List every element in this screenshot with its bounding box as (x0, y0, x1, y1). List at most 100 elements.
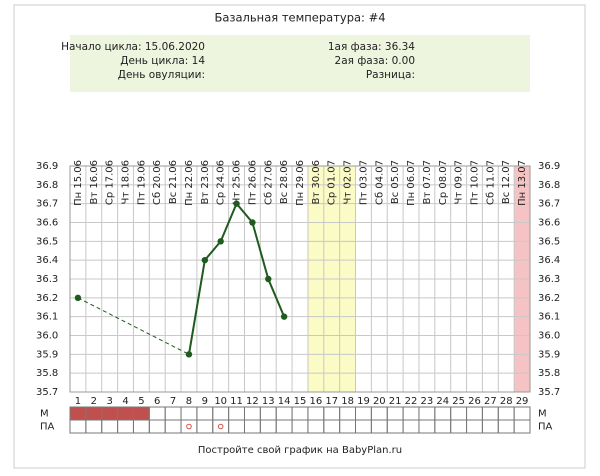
x-date-label: Ср 08.07 (438, 160, 449, 205)
day-number: 7 (170, 396, 176, 407)
day-number: 28 (500, 396, 513, 407)
day-number: 22 (405, 396, 418, 407)
day-number: 20 (373, 396, 386, 407)
row-label-right: ПА (538, 422, 553, 433)
row-cell (386, 419, 404, 434)
x-date-label: Чт 09.07 (454, 160, 465, 205)
row-cell (323, 419, 341, 434)
row-cell (481, 419, 499, 434)
x-date-label: Вт 16.06 (89, 160, 100, 205)
row-cell (450, 419, 468, 434)
x-date-label: Пт 26.06 (247, 160, 258, 205)
point (249, 219, 256, 226)
row-cell (148, 419, 166, 434)
day-number: 25 (452, 396, 465, 407)
row-cell (164, 406, 182, 421)
y-tick-label: 35.7 (36, 387, 58, 398)
day-number: 29 (516, 396, 529, 407)
row-cell (339, 406, 357, 421)
y-tick-label-right: 36.4 (538, 255, 560, 266)
y-tick-label-right: 36.6 (538, 218, 560, 229)
day-number: 17 (325, 396, 338, 407)
info: Начало цикла: 15.06.2020 (61, 41, 205, 53)
x-date-label: Вс 12.07 (501, 160, 512, 204)
y-tick-label-right: 36.0 (538, 331, 560, 342)
y-tick-label: 36.7 (36, 199, 58, 210)
x-date-label: Сб 04.07 (374, 160, 385, 205)
day-number: 23 (421, 396, 434, 407)
row-cell (243, 419, 261, 434)
x-date-label: Вт 07.07 (422, 160, 433, 205)
y-tick-label: 36.1 (36, 312, 58, 323)
row-cell (370, 419, 388, 434)
row-cell (434, 406, 452, 421)
row-cell (132, 419, 150, 434)
row-cell (307, 419, 325, 434)
row-cell (101, 419, 119, 434)
row-cell (307, 406, 325, 421)
day-number: 11 (230, 396, 243, 407)
row-cell (513, 406, 531, 421)
day-number: 4 (122, 396, 128, 407)
x-date-label: Вт 23.06 (200, 160, 211, 205)
day-number: 5 (138, 396, 144, 407)
m-cell (133, 407, 150, 420)
y-tick-label: 36.4 (36, 255, 58, 266)
x-date-label: Вс 21.06 (168, 160, 179, 204)
x-date-label: Пт 03.07 (358, 160, 369, 205)
y-tick-label: 36.8 (36, 180, 58, 191)
row-cell (418, 419, 436, 434)
row-cell (196, 419, 214, 434)
row-cell (117, 419, 134, 434)
y-tick-label: 36.3 (36, 274, 58, 285)
day-number: 2 (91, 396, 97, 407)
info: 1ая фаза: 36.34 (328, 41, 415, 53)
day-number: 15 (294, 396, 307, 407)
m-cell (117, 407, 134, 420)
plot-border (69, 165, 531, 393)
row-cell (466, 419, 483, 434)
day-number: 19 (357, 396, 370, 407)
footer: Постройте свой график на BabyPlan.ru (198, 445, 402, 456)
y-tick-label-right: 36.7 (538, 199, 560, 210)
y-tick-label-right: 36.3 (538, 274, 560, 285)
row-cell (259, 406, 277, 421)
row-cell (228, 419, 245, 434)
day-number: 13 (262, 396, 275, 407)
row-cell (466, 406, 483, 421)
pa-mark (217, 423, 224, 430)
y-tick-label-right: 36.5 (538, 236, 560, 247)
point (74, 294, 82, 302)
point (233, 200, 240, 207)
y-tick-label: 36.6 (36, 218, 58, 229)
row-cell (212, 406, 230, 421)
row-cell (355, 406, 372, 421)
x-date-label: Вт 30.06 (311, 160, 322, 205)
point (265, 275, 272, 283)
y-tick-label-right: 35.8 (538, 368, 560, 379)
row-cell (386, 406, 404, 421)
row-cell (434, 419, 452, 434)
day-number: 16 (309, 396, 322, 407)
row-cell (164, 419, 182, 434)
day-number: 24 (436, 396, 449, 407)
x-date-label: Сб 27.06 (263, 160, 274, 205)
x-date-label: Пн 22.06 (184, 160, 195, 206)
y-tick-label-right: 36.8 (538, 180, 560, 191)
row-cell (85, 419, 103, 434)
row-cell (275, 419, 293, 434)
row-cell (450, 406, 468, 421)
y-tick-label-right: 35.7 (538, 387, 560, 398)
row-cell (196, 406, 214, 421)
row-cell (513, 419, 531, 434)
m-cell (85, 407, 102, 420)
row-cell (339, 419, 357, 434)
info: День цикла: 14 (120, 55, 205, 67)
point (217, 238, 224, 245)
row-cell (275, 406, 293, 421)
day-number: 18 (341, 396, 354, 407)
day-number: 12 (246, 396, 259, 407)
x-date-label: Ср 01.07 (327, 160, 338, 205)
day-number: 9 (202, 396, 208, 407)
day-number: 21 (389, 396, 402, 407)
